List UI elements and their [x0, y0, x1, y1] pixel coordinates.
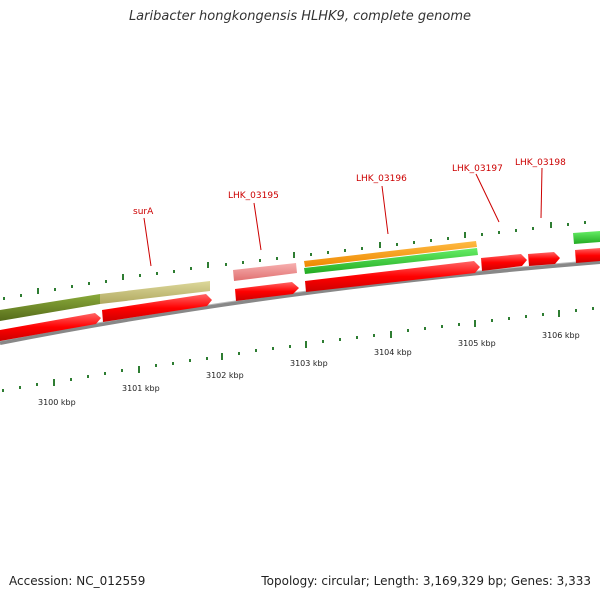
cds-arrow-right-edge[interactable]	[575, 248, 600, 263]
cds-arrow-lhk03196[interactable]	[305, 261, 480, 292]
scale-label: 3102 kbp	[206, 371, 244, 380]
feature-green-right[interactable]	[573, 231, 600, 244]
accession-text: Accession: NC_012559	[9, 574, 146, 588]
cds-arrow-lhk03198[interactable]	[528, 252, 560, 266]
callout-line-lhk03197	[475, 173, 500, 223]
cds-arrow-lhk03197[interactable]	[481, 254, 527, 271]
callout-line-lhk03195	[253, 202, 262, 251]
scale-label: 3103 kbp	[290, 359, 328, 368]
feature-olive-dark[interactable]	[0, 294, 100, 321]
genome-backbone	[0, 260, 600, 345]
gene-label-lhk03197[interactable]: LHK_03197	[452, 164, 503, 174]
lower-ticks	[2, 307, 594, 392]
gene-label-lhk03195[interactable]: LHK_03195	[228, 191, 279, 201]
scale-label: 3100 kbp	[38, 398, 76, 407]
scale-label: 3106 kbp	[542, 331, 580, 340]
map-title: Laribacter hongkongensis HLHK9, complete…	[128, 9, 472, 24]
feature-orange[interactable]	[304, 241, 477, 267]
gene-callouts: surA LHK_03195 LHK_03196 LHK_03197 LHK_0…	[133, 158, 566, 267]
cds-arrow[interactable]	[0, 313, 101, 341]
scale-label: 3101 kbp	[122, 384, 160, 393]
feature-green[interactable]	[304, 248, 478, 274]
upper-ticks	[3, 221, 586, 300]
cds-track	[0, 248, 600, 341]
scale-label: 3104 kbp	[374, 348, 412, 357]
callout-line-sura	[143, 217, 152, 267]
callout-line-lhk03196	[381, 185, 389, 235]
cds-arrow-sura[interactable]	[102, 294, 212, 322]
gene-label-sura[interactable]: surA	[133, 207, 154, 217]
gene-label-lhk03196[interactable]: LHK_03196	[356, 174, 407, 184]
gene-label-lhk03198[interactable]: LHK_03198	[515, 158, 566, 168]
feature-olive-light[interactable]	[100, 281, 210, 304]
callout-line-lhk03198	[540, 167, 543, 219]
genome-summary-text: Topology: circular; Length: 3,169,329 bp…	[261, 574, 591, 588]
cds-arrow-lhk03195[interactable]	[235, 282, 299, 301]
gene-lhk03195-pink[interactable]	[233, 263, 297, 281]
scale-label: 3105 kbp	[458, 339, 496, 348]
